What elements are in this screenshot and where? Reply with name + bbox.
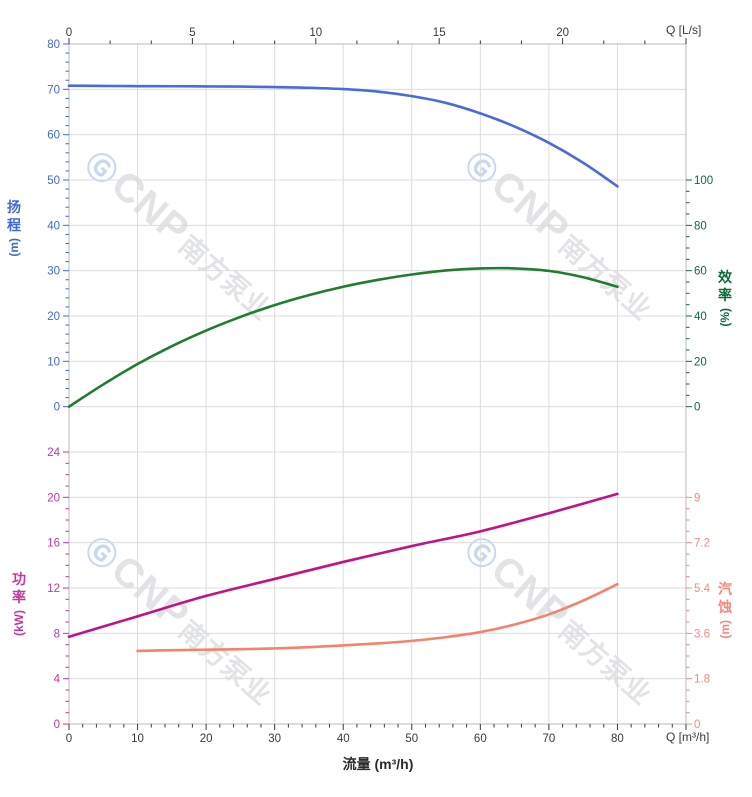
power-axis-tick-label: 12	[47, 583, 60, 595]
npsh-axis-tick-label: 9	[694, 492, 700, 504]
bottom-axis-tick-label: 0	[66, 733, 72, 745]
bottom-axis-tick-label: 30	[268, 733, 281, 745]
power-axis-tick-label: 20	[47, 492, 60, 504]
bottom-x-axis-unit-label: Q [m³/h]	[666, 730, 710, 744]
npsh-axis-tick-label: 3.6	[694, 628, 710, 640]
npsh-axis-tick-label: 1.8	[694, 674, 710, 686]
head-axis-tick-label: 20	[47, 311, 60, 323]
head-axis-unit: (m)	[7, 238, 21, 258]
bottom-axis-tick-label: 80	[611, 733, 624, 745]
power-axis-title-text: 功率	[12, 571, 26, 606]
bottom-axis-tick-label: 70	[542, 733, 555, 745]
efficiency-axis-tick-label: 100	[694, 175, 713, 187]
npsh-axis-tick-label: 7.2	[694, 538, 710, 550]
efficiency-axis-tick-label: 80	[694, 220, 707, 232]
power-axis-tick-label: 8	[54, 628, 60, 640]
npsh-axis-tick-label: 5.4	[694, 583, 711, 595]
head-axis-tick-label: 50	[47, 175, 60, 187]
efficiency-axis-tick-label: 40	[694, 311, 707, 323]
head-axis-tick-label: 80	[47, 39, 60, 51]
npsh-curve	[136, 582, 619, 653]
efficiency-axis-tick-label: 0	[694, 402, 700, 414]
top-axis-tick-label: 15	[433, 27, 446, 39]
efficiency-axis-unit: (%)	[718, 308, 732, 328]
npsh-axis-title: 汽蚀 (m)	[718, 580, 732, 639]
bottom-axis-tick-label: 10	[131, 733, 144, 745]
power-curve	[67, 492, 619, 639]
power-axis-tick-label: 0	[54, 719, 60, 731]
top-axis-tick-label: 20	[556, 27, 569, 39]
top-axis-tick-label: 10	[309, 27, 322, 39]
bottom-axis-tick-label: 40	[337, 733, 350, 745]
power-axis-title: 功率 (kW)	[12, 570, 26, 636]
head-axis-title: 扬程 (m)	[7, 198, 21, 257]
top-axis-tick-label: 0	[66, 27, 72, 39]
power-axis-tick-label: 4	[54, 674, 61, 686]
npsh-axis-tick-label: 0	[694, 719, 700, 731]
top-x-axis-unit-label: Q [L/s]	[666, 23, 702, 37]
power-axis-unit: (kW)	[12, 610, 26, 637]
efficiency-curve	[67, 266, 619, 408]
head-axis-tick-label: 10	[47, 356, 60, 368]
power-axis-tick-label: 24	[47, 447, 60, 459]
head-axis-tick-label: 0	[54, 402, 60, 414]
head-axis-tick-label: 40	[47, 220, 60, 232]
power-axis-tick-label: 16	[47, 538, 60, 550]
efficiency-axis-title: 效率 (%)	[718, 268, 732, 327]
head-axis-tick-label: 70	[47, 84, 60, 96]
head-curve	[67, 84, 619, 188]
flow-axis-title: 流量 (m³/h)	[342, 756, 414, 772]
head-axis-tick-label: 30	[47, 266, 60, 278]
npsh-axis-title-text: 汽蚀	[718, 581, 732, 616]
bottom-axis-tick-label: 50	[405, 733, 418, 745]
efficiency-axis-tick-label: 60	[694, 266, 707, 278]
head-axis-tick-label: 60	[47, 130, 60, 142]
npsh-axis-unit: (m)	[718, 620, 732, 640]
bottom-axis-tick-label: 20	[200, 733, 213, 745]
efficiency-axis-title-text: 效率	[718, 269, 732, 304]
top-axis-tick-label: 5	[189, 27, 195, 39]
head-axis-title-text: 扬程	[7, 199, 21, 234]
efficiency-axis-tick-label: 20	[694, 356, 707, 368]
bottom-axis-tick-label: 60	[474, 733, 487, 745]
